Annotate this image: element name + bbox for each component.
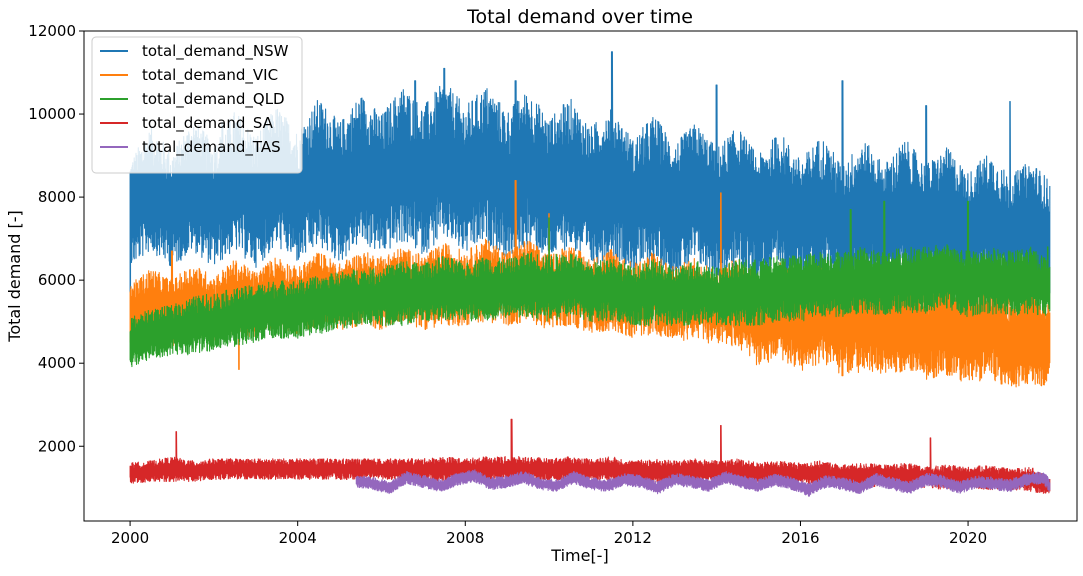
x-tick-label: 2016 (781, 529, 819, 547)
legend-box (91, 36, 303, 174)
y-tick-label: 10000 (28, 105, 76, 123)
plot-frame (83, 30, 1078, 522)
chart-title: Total demand over time (466, 6, 693, 28)
x-axis-ticks: 2000 2004 2008 2012 2016 2020 (111, 521, 987, 547)
x-tick-label: 2012 (614, 529, 652, 547)
series-line-total_demand_QLD (129, 200, 1051, 368)
y-tick-label: 12000 (28, 22, 76, 40)
legend-label: total_demand_NSW (142, 42, 289, 61)
series-line-total_demand_TAS (355, 469, 1051, 497)
legend-label: total_demand_TAS (142, 138, 281, 157)
y-tick-label: 8000 (38, 188, 76, 206)
y-axis-ticks: 2000 4000 6000 8000 10000 12000 (28, 22, 84, 455)
y-axis-label: Total demand [-] (5, 210, 24, 342)
y-tick-label: 4000 (38, 354, 76, 372)
legend-label: total_demand_QLD (142, 90, 285, 109)
legend: total_demand_NSW total_demand_VIC total_de… (91, 36, 303, 174)
x-tick-label: 2020 (949, 529, 987, 547)
x-axis-label: Time[-] (550, 546, 608, 565)
series-line-total_demand_SA (129, 418, 1051, 494)
x-tick-label: 2008 (446, 529, 484, 547)
series-layer (129, 51, 1051, 497)
legend-label: total_demand_VIC (142, 66, 278, 85)
legend-label: total_demand_SA (142, 114, 274, 133)
y-tick-label: 6000 (38, 271, 76, 289)
x-tick-label: 2000 (111, 529, 149, 547)
series-line-total_demand_NSW (129, 51, 1051, 296)
x-tick-label: 2004 (279, 529, 317, 547)
y-tick-label: 2000 (38, 437, 76, 455)
